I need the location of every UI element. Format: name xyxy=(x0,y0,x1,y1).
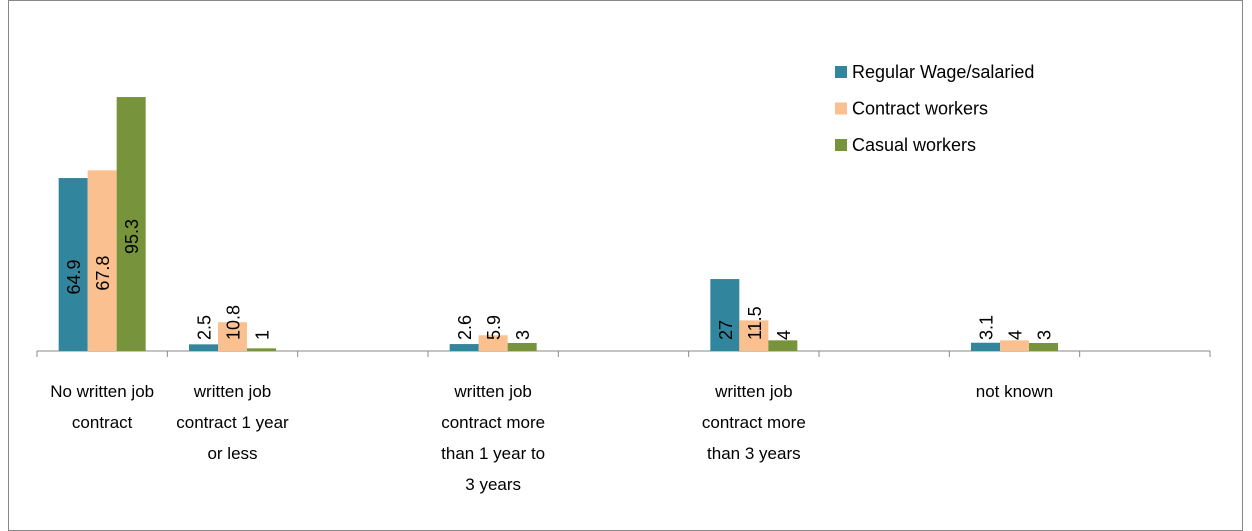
bar xyxy=(710,279,740,351)
data-label: 27 xyxy=(716,320,736,340)
bar xyxy=(739,320,769,351)
data-label: 5.9 xyxy=(484,315,504,340)
data-label: 10.8 xyxy=(224,305,244,340)
bar xyxy=(247,348,276,351)
x-tick-label: not known xyxy=(975,382,1054,401)
bar xyxy=(478,335,508,351)
bar xyxy=(189,344,218,351)
data-label: 64.9 xyxy=(64,259,84,294)
data-label: 4 xyxy=(774,330,794,340)
data-label: 95.3 xyxy=(122,219,142,254)
x-tick-label: No written job contract xyxy=(50,382,155,432)
data-label: 3 xyxy=(513,330,533,340)
data-label: 11.5 xyxy=(745,306,765,340)
bar xyxy=(116,97,146,351)
bar xyxy=(218,322,247,351)
data-label: 4 xyxy=(1006,330,1026,340)
legend-label: Regular Wage/salaried xyxy=(852,62,1034,82)
bar xyxy=(58,178,88,351)
legend-label: Contract workers xyxy=(852,99,988,119)
bar xyxy=(1000,340,1029,351)
bar xyxy=(768,340,798,351)
bar xyxy=(87,170,117,351)
bar xyxy=(1029,343,1058,351)
data-label: 1 xyxy=(253,330,273,340)
bar xyxy=(449,344,479,351)
x-tick-label: written job contract more than 1 year to… xyxy=(441,382,546,494)
legend-label: Casual workers xyxy=(852,135,976,155)
legend-swatch xyxy=(835,66,847,78)
data-label: 3 xyxy=(1035,330,1055,340)
x-tick-label: written job contract more than 3 years xyxy=(701,382,806,463)
data-label: 3.1 xyxy=(977,315,997,340)
data-label: 67.8 xyxy=(93,256,113,291)
legend-swatch xyxy=(835,102,847,115)
x-tick-label: written job contract 1 year or less xyxy=(176,382,289,463)
bar xyxy=(507,343,537,351)
bar xyxy=(971,342,1000,351)
data-label: 2.6 xyxy=(455,315,475,340)
legend-swatch xyxy=(835,139,847,151)
data-label: 2.5 xyxy=(195,315,215,340)
